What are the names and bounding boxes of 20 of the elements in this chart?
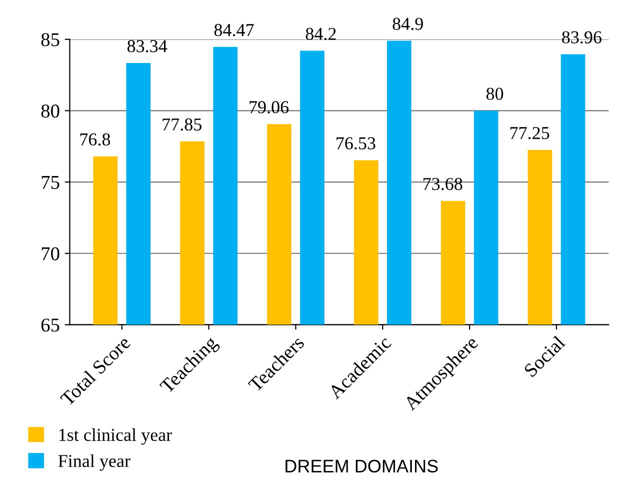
data-label: 73.68 xyxy=(424,178,462,190)
data-label: 77.25 xyxy=(510,127,550,140)
data-label: 84.47 xyxy=(214,24,254,36)
data-label: 83.96 xyxy=(562,31,602,44)
y-tick-label: 70 xyxy=(42,247,60,260)
legend-label: Final year xyxy=(58,454,130,471)
data-label: 79.06 xyxy=(250,101,289,114)
legend-label: 1st clinical year xyxy=(59,428,172,445)
data-label: 77.85 xyxy=(162,118,202,131)
data-label: 76.8 xyxy=(80,133,110,146)
data-label: 84.2 xyxy=(306,28,336,40)
y-tick-label: 65 xyxy=(41,318,60,332)
y-tick-label: 75 xyxy=(42,176,60,189)
data-label: 84.9 xyxy=(392,18,423,30)
data-label: 76.53 xyxy=(336,137,376,150)
y-tick-label: 85 xyxy=(41,33,60,46)
data-label: 80 xyxy=(486,88,504,100)
data-label: 83.34 xyxy=(127,40,168,52)
x-axis-title: DREEM DOMAINS xyxy=(286,460,438,472)
y-tick-label: 80 xyxy=(41,104,60,118)
